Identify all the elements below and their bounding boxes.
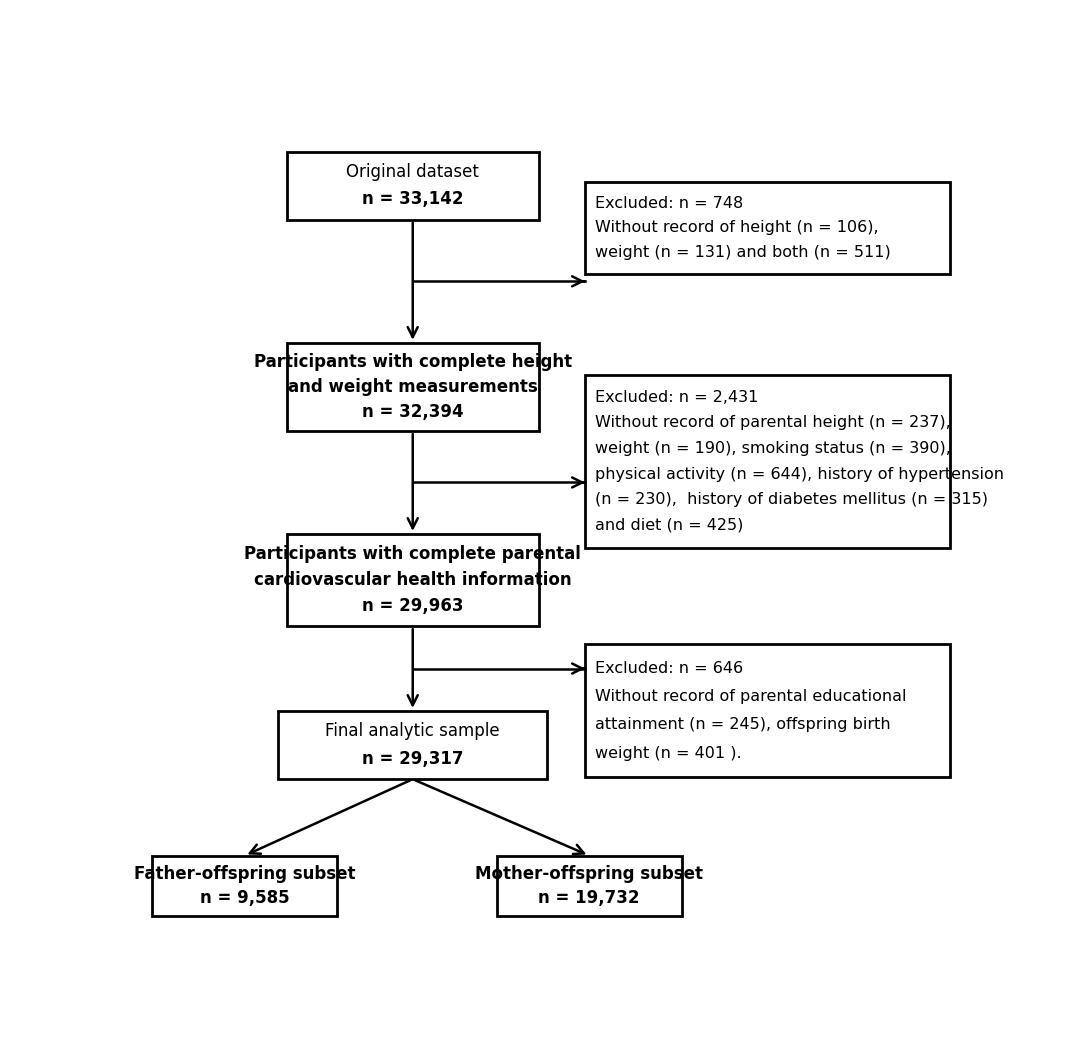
Text: Excluded: n = 646: Excluded: n = 646 <box>595 660 744 676</box>
Text: Father-offspring subset: Father-offspring subset <box>134 864 356 883</box>
Text: Original dataset: Original dataset <box>346 163 479 181</box>
Text: n = 32,394: n = 32,394 <box>362 403 464 421</box>
Text: Without record of height (n = 106),: Without record of height (n = 106), <box>595 220 879 235</box>
Text: (n = 230),  history of diabetes mellitus (n = 315): (n = 230), history of diabetes mellitus … <box>595 492 988 507</box>
Text: n = 29,317: n = 29,317 <box>362 749 464 768</box>
Bar <box>152 856 337 916</box>
Text: Participants with complete parental: Participants with complete parental <box>244 544 581 562</box>
Text: n = 29,963: n = 29,963 <box>362 598 464 616</box>
Text: cardiovascular health information: cardiovascular health information <box>254 571 571 589</box>
Text: weight (n = 190), smoking status (n = 390),: weight (n = 190), smoking status (n = 39… <box>595 441 951 456</box>
Text: Without record of parental educational: Without record of parental educational <box>595 689 906 704</box>
Text: Excluded: n = 2,431: Excluded: n = 2,431 <box>595 390 759 404</box>
Text: Mother-offspring subset: Mother-offspring subset <box>475 864 704 883</box>
Text: attainment (n = 245), offspring birth: attainment (n = 245), offspring birth <box>595 718 891 733</box>
Text: Final analytic sample: Final analytic sample <box>325 722 500 740</box>
Bar <box>585 645 951 777</box>
Text: n = 19,732: n = 19,732 <box>539 889 640 907</box>
Text: weight (n = 131) and both (n = 511): weight (n = 131) and both (n = 511) <box>595 245 891 260</box>
Text: weight (n = 401 ).: weight (n = 401 ). <box>595 746 741 761</box>
Text: and weight measurements: and weight measurements <box>288 378 538 396</box>
Text: n = 33,142: n = 33,142 <box>362 190 464 208</box>
Bar <box>585 182 951 274</box>
Bar <box>279 711 547 780</box>
Bar <box>286 343 539 432</box>
Text: Excluded: n = 748: Excluded: n = 748 <box>595 196 744 211</box>
Text: n = 9,585: n = 9,585 <box>199 889 289 907</box>
Bar <box>286 152 539 219</box>
Text: Participants with complete height: Participants with complete height <box>254 352 571 371</box>
Text: and diet (n = 425): and diet (n = 425) <box>595 518 744 533</box>
Bar <box>496 856 682 916</box>
Text: physical activity (n = 644), history of hypertension: physical activity (n = 644), history of … <box>595 467 1004 482</box>
Text: Without record of parental height (n = 237),: Without record of parental height (n = 2… <box>595 416 951 431</box>
Bar <box>286 534 539 626</box>
Bar <box>585 375 951 548</box>
